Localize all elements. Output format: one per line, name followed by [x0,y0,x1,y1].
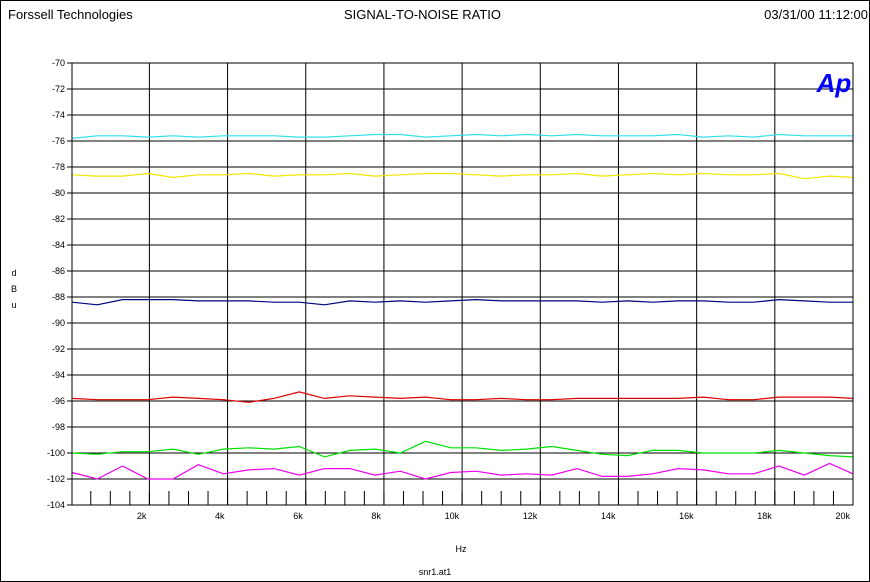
series-line-6 [71,462,854,480]
y-tick-label: -92 [52,344,65,354]
series-line-1 [71,133,853,139]
y-tick-label: -72 [52,84,65,94]
x-tick-label: 8k [371,511,381,521]
series-line-4 [71,391,854,403]
y-axis-label-b: B [11,284,17,294]
y-tick-label: -98 [52,422,65,432]
timestamp: 03/31/00 11:12:00 [764,7,868,22]
series-layer [71,133,854,480]
x-tick-label: 18k [757,511,772,521]
series-line-5 [71,440,854,458]
x-axis-label: Hz [456,544,467,554]
y-tick-label: -82 [52,214,65,224]
x-tick-label: 6k [293,511,303,521]
series-line-3 [71,298,853,306]
plot-border [71,62,854,506]
y-tick-labels: -70 -72 -74 -76 -78 -80 -82 -84 -86 -88 -90 -92 -94 -… [47,58,65,510]
x-tick-label: 16k [679,511,694,521]
y-tick-label: -74 [52,110,65,120]
y-tick-label: -86 [52,266,65,276]
ap-logo: Ap [816,68,852,98]
y-tick-label: -78 [52,162,65,172]
y-tick-label: -76 [52,136,65,146]
y-tick-label: -84 [52,240,65,250]
y-tick-label: -80 [52,188,65,198]
x-tick-label: 14k [601,511,616,521]
grid [67,62,854,506]
y-axis-label-d: d [11,268,16,278]
y-tick-label: -96 [52,396,65,406]
y-tick-label: -90 [52,318,65,328]
x-tick-label: 2k [137,511,147,521]
x-tick-label: 12k [523,511,538,521]
x-tick-label: 4k [215,511,225,521]
y-tick-label: -94 [52,370,65,380]
x-tick-label: 20k [835,511,850,521]
y-tick-label: -88 [52,292,65,302]
y-tick-label: -100 [47,448,65,458]
y-axis-label-u: u [11,300,16,310]
x-tick-labels: 2k 4k 6k 8k 10k 12k 14k 16k 18k 20k [137,511,851,521]
y-tick-label: -104 [47,500,65,510]
x-tick-label: 10k [445,511,460,521]
chart-title: SIGNAL-TO-NOISE RATIO [344,7,501,22]
file-name: snr1.at1 [418,567,452,577]
minor-ticks [90,491,834,505]
series-line-2 [71,172,854,180]
company-name: Forssell Technologies [8,7,133,22]
y-tick-label: -70 [52,58,65,68]
y-tick-label: -102 [47,474,65,484]
